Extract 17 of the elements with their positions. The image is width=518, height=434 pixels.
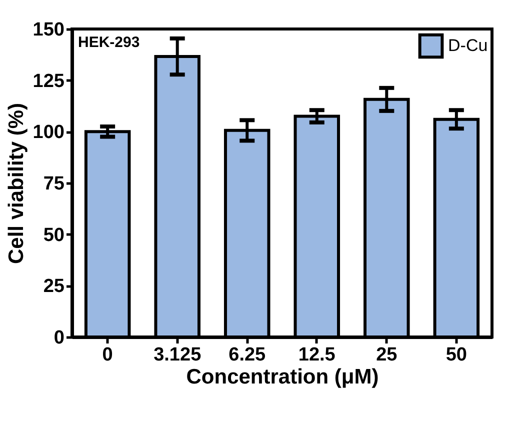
y-tick-label: 100 [32, 122, 64, 144]
y-tick-label: 125 [32, 70, 65, 92]
y-tick-label: 150 [32, 20, 64, 40]
legend-label: D-Cu [448, 36, 488, 55]
x-tick-label: 12.5 [298, 344, 336, 366]
y-axis-title: Cell viability (%) [4, 102, 28, 264]
x-tick-label: 6.25 [228, 344, 266, 366]
x-tick-label: 0 [102, 344, 113, 366]
y-tick-label: 25 [43, 276, 65, 298]
x-tick-label: 50 [446, 344, 467, 366]
x-axis-title: Concentration (μM) [186, 366, 379, 388]
y-tick-label: 75 [43, 174, 65, 194]
x-tick-label: 3.125 [154, 344, 202, 366]
y-tick-label: 0 [54, 328, 64, 348]
x-tick-label: 25 [376, 344, 398, 366]
y-tick-label: 50 [43, 224, 64, 246]
annotation: HEK-293 [78, 34, 140, 51]
